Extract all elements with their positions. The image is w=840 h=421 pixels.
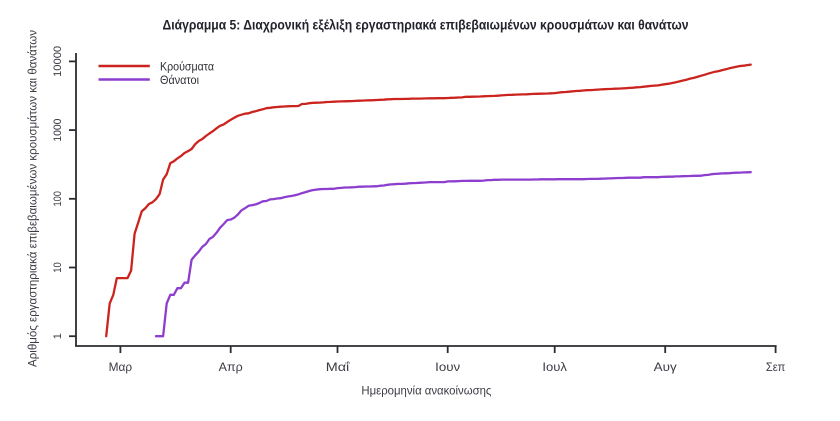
svg-text:Ημερομηνία ανακοίνωσης: Ημερομηνία ανακοίνωσης xyxy=(361,384,491,398)
svg-text:Κρούσματα: Κρούσματα xyxy=(160,60,214,74)
svg-text:Αριθμός εργαστηριακά επιβεβαιω: Αριθμός εργαστηριακά επιβεβαιωμένων κρου… xyxy=(26,30,40,367)
svg-text:Ιουλ: Ιουλ xyxy=(542,360,567,374)
svg-text:Διάγραμμα 5: Διαχρονική εξέλιξ: Διάγραμμα 5: Διαχρονική εξέλιξη εργαστηρ… xyxy=(163,17,689,33)
svg-text:1000: 1000 xyxy=(52,119,64,142)
svg-text:Μαΐ: Μαΐ xyxy=(326,360,351,374)
svg-text:Ιουν: Ιουν xyxy=(435,360,460,374)
svg-text:Θάνατοι: Θάνατοι xyxy=(160,73,199,87)
svg-text:100: 100 xyxy=(52,191,64,207)
svg-text:10: 10 xyxy=(52,262,64,273)
svg-text:Απρ: Απρ xyxy=(219,360,243,374)
svg-text:Σεπ: Σεπ xyxy=(766,360,786,374)
svg-text:10000: 10000 xyxy=(52,46,64,77)
svg-text:Αυγ: Αυγ xyxy=(654,360,677,374)
svg-text:1: 1 xyxy=(52,333,64,339)
svg-text:Μαρ: Μαρ xyxy=(109,360,133,374)
